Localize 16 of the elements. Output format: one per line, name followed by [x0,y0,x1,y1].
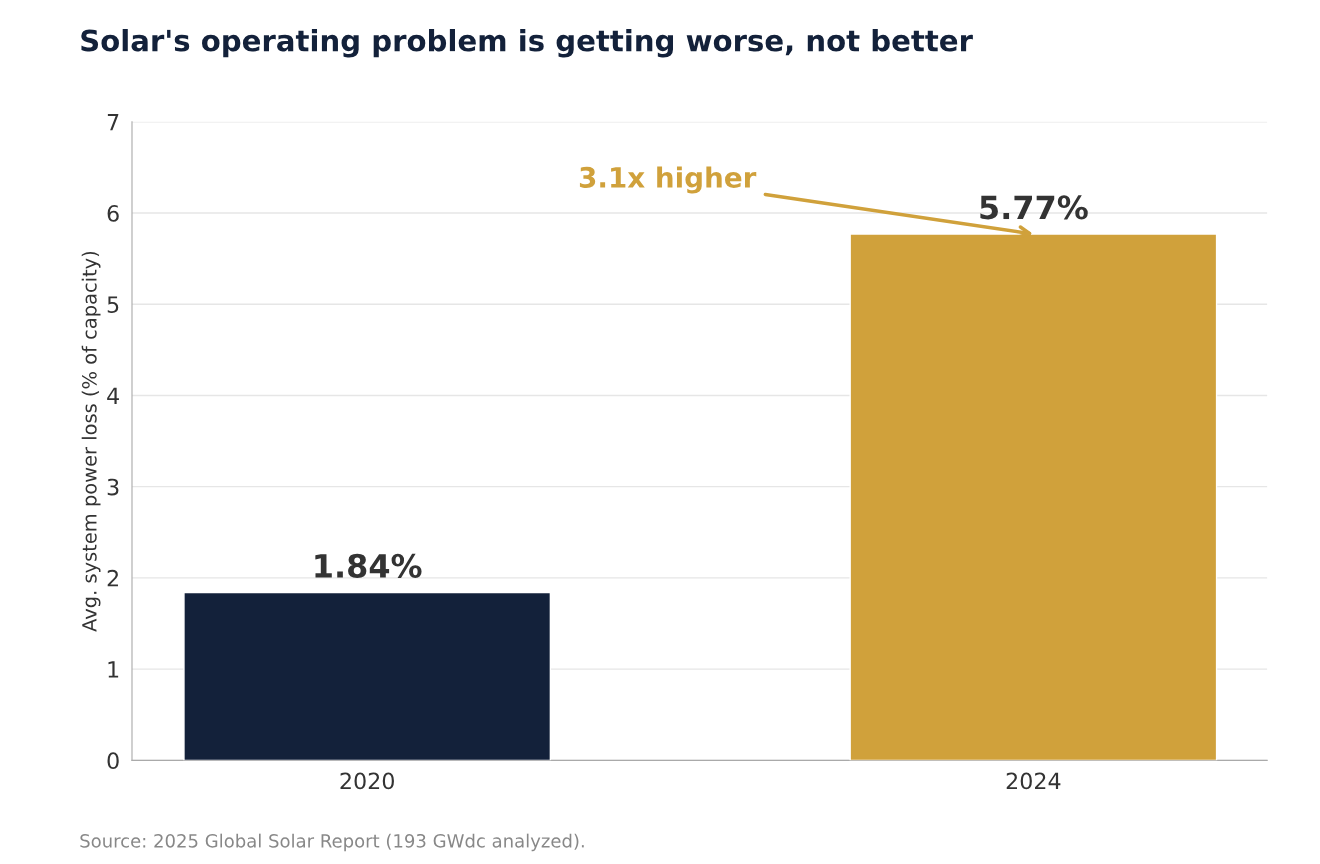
y-tick-label: 5 [107,296,119,314]
x-tick-label: 2020 [340,772,394,790]
y-tick-label: 2 [107,569,118,587]
chart-title: Solar's operating problem is getting worse, not better [81,28,973,58]
y-axis-title: Avg. system power loss (% of capacity) [81,251,101,632]
annotation: 3.1x higher [579,166,757,194]
data-label: 1.84% [315,553,422,578]
y-tick-label: 1 [108,661,119,678]
y-tick-label: 0 [107,752,119,770]
x-tick-label: 2024 [1006,772,1061,790]
y-tick-label: 3 [107,478,119,496]
y-tick-label: 4 [107,387,119,404]
data-label: 5.77% [980,195,1088,220]
y-tick-label: 6 [107,204,119,222]
y-tick-label: 7 [107,114,119,131]
source-note: Source: 2025 Global Solar Report (193 GWdc analyzed). [80,833,584,852]
